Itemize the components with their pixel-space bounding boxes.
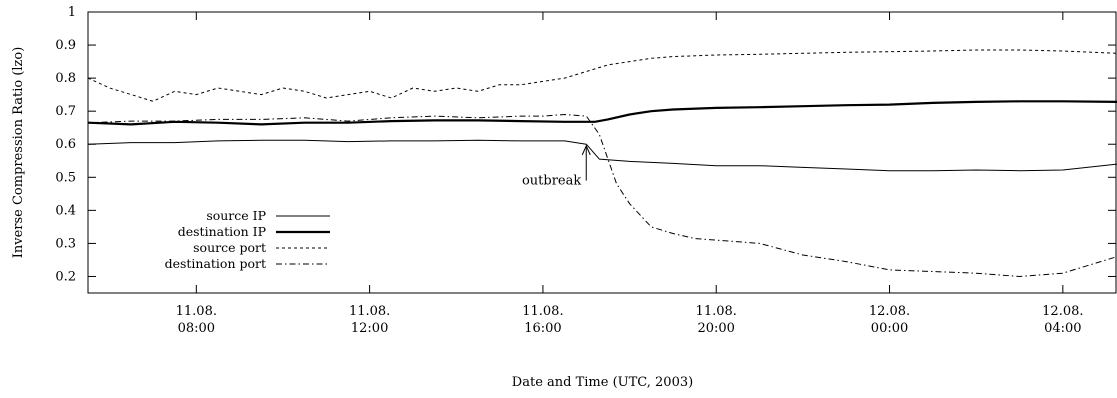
x-tick-label-date-3: 11.08.: [696, 304, 737, 319]
series-line-destination-port: [87, 114, 1117, 277]
axes: 0.2 0.3 0.4 0.5 0.6 0.7 0.8 0.9 1 11.08. 08:00 11.0…: [55, 5, 1117, 336]
x-tick-label-time-2: 16:00: [524, 321, 561, 336]
x-tick-label-date-0: 11.08.: [176, 304, 217, 319]
legend-label-destination-port: destination port: [165, 256, 266, 271]
x-tick-label-date-2: 11.08.: [522, 304, 563, 319]
y-tick-label-2: 0.4: [55, 203, 76, 218]
y-tick-label-5: 0.7: [55, 104, 76, 119]
y-tick-label-4: 0.6: [55, 137, 76, 152]
series-line-destination-IP: [87, 100, 1117, 126]
x-tick-label-time-3: 20:00: [697, 321, 734, 336]
series-layer: [87, 49, 1117, 277]
y-tick-label-3: 0.5: [55, 170, 76, 185]
y-tick-label-1: 0.3: [55, 236, 76, 251]
x-tick-label-time-5: 04:00: [1044, 321, 1081, 336]
legend-label-destination-IP: destination IP: [178, 224, 266, 239]
x-tick-label-time-1: 12:00: [351, 321, 388, 336]
annotation-label-0: outbreak: [522, 174, 581, 189]
y-tick-label-7: 0.9: [55, 38, 76, 53]
annotation-layer: outbreak: [522, 144, 591, 189]
x-tick-label-date-4: 12.08.: [869, 304, 910, 319]
series-line-source-port: [87, 49, 1117, 102]
plot-frame: [87, 11, 1117, 294]
x-tick-label-date-5: 12.08.: [1042, 304, 1083, 319]
x-tick-label-date-1: 11.08.: [349, 304, 390, 319]
series-line-source-IP: [87, 139, 1117, 172]
x-tick-label-time-4: 00:00: [871, 321, 908, 336]
y-tick-label-8: 1: [68, 5, 76, 20]
y-axis-label: Inverse Compression Ratio (lzo): [11, 47, 26, 259]
x-tick-label-time-0: 08:00: [178, 321, 215, 336]
y-tick-label-6: 0.8: [55, 71, 76, 86]
legend-label-source-port: source port: [193, 240, 266, 255]
x-axis-label: Date and Time (UTC, 2003): [512, 375, 693, 390]
annotation-arrowhead-0: [581, 144, 591, 156]
y-tick-label-0: 0.2: [55, 269, 76, 284]
legend-label-source-IP: source IP: [206, 208, 266, 223]
